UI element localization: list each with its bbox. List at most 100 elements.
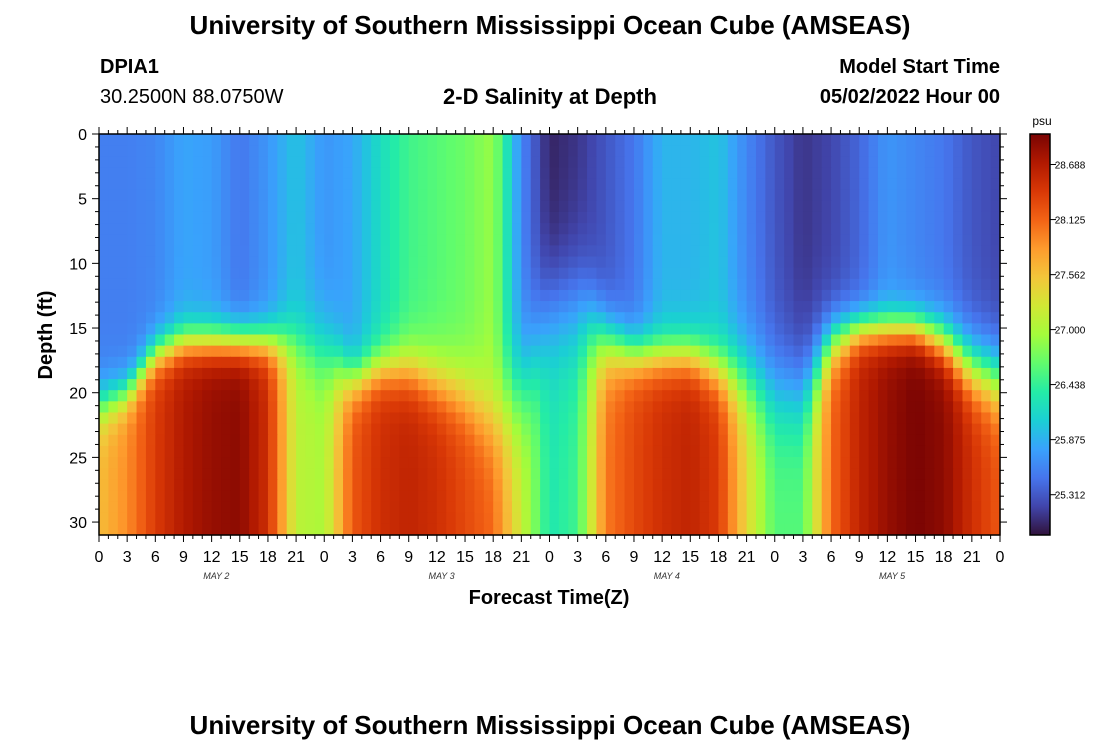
heatmap-cell bbox=[924, 479, 935, 492]
heatmap-cell bbox=[709, 267, 720, 280]
heatmap-cell bbox=[840, 501, 851, 514]
heatmap-cell bbox=[183, 434, 194, 447]
heatmap-cell bbox=[418, 178, 429, 191]
heatmap-cell bbox=[117, 367, 128, 380]
heatmap-cell bbox=[540, 145, 551, 157]
heatmap-cell bbox=[587, 345, 598, 358]
heatmap-cell bbox=[446, 367, 457, 380]
heatmap-cell bbox=[371, 178, 382, 191]
heatmap-cell bbox=[493, 178, 504, 191]
heatmap-cell bbox=[99, 301, 109, 313]
heatmap-cell bbox=[943, 245, 954, 258]
heatmap-cell bbox=[314, 434, 325, 447]
heatmap-cell bbox=[652, 189, 663, 202]
heatmap-cell bbox=[934, 457, 945, 469]
heatmap-cell bbox=[849, 211, 860, 224]
heatmap-cell bbox=[155, 490, 166, 503]
heatmap-cell bbox=[286, 323, 297, 336]
heatmap-cell bbox=[953, 390, 964, 402]
heatmap-cell bbox=[267, 512, 278, 525]
heatmap-cell bbox=[221, 457, 231, 469]
heatmap-cell bbox=[924, 523, 935, 536]
heatmap-cell bbox=[333, 367, 344, 380]
heatmap-cell bbox=[577, 468, 588, 480]
heatmap-cell bbox=[493, 334, 504, 347]
heatmap-cell bbox=[549, 178, 560, 191]
heatmap-cell bbox=[521, 390, 532, 402]
heatmap-cell bbox=[680, 367, 691, 380]
heatmap-cell bbox=[605, 234, 616, 246]
heatmap-cell bbox=[446, 523, 457, 536]
heatmap-cell bbox=[943, 234, 954, 246]
heatmap-cell bbox=[183, 390, 194, 402]
heatmap-cell bbox=[230, 490, 241, 503]
heatmap-cell bbox=[127, 178, 138, 191]
heatmap-cell bbox=[971, 289, 982, 302]
heatmap-cell bbox=[784, 434, 795, 447]
heatmap-cell bbox=[249, 278, 260, 291]
heatmap-cell bbox=[596, 134, 607, 146]
heatmap-cell bbox=[896, 356, 907, 369]
heatmap-cell bbox=[239, 468, 250, 480]
heatmap-cell bbox=[934, 468, 945, 480]
heatmap-cell bbox=[493, 423, 504, 436]
heatmap-cell bbox=[192, 200, 203, 213]
heatmap-cell bbox=[605, 523, 616, 536]
heatmap-cell bbox=[662, 423, 673, 436]
heatmap-cell bbox=[108, 412, 119, 425]
heatmap-cell bbox=[418, 245, 429, 258]
heatmap-cell bbox=[793, 434, 804, 447]
heatmap-cell bbox=[343, 334, 354, 347]
heatmap-cell bbox=[906, 412, 917, 425]
heatmap-cell bbox=[427, 301, 438, 313]
heatmap-cell bbox=[211, 200, 222, 213]
heatmap-cell bbox=[671, 401, 682, 414]
heatmap-cell bbox=[202, 501, 213, 514]
heatmap-cell bbox=[990, 401, 1001, 414]
heatmap-cell bbox=[868, 434, 879, 447]
heatmap-cell bbox=[831, 390, 842, 402]
heatmap-cell bbox=[99, 323, 109, 336]
heatmap-cell bbox=[840, 367, 851, 380]
heatmap-cell bbox=[990, 479, 1001, 492]
heatmap-cell bbox=[924, 423, 935, 436]
heatmap-cell bbox=[765, 501, 776, 514]
heatmap-cell bbox=[802, 367, 813, 380]
heatmap-cell bbox=[286, 468, 297, 480]
heatmap-cell bbox=[127, 512, 138, 525]
heatmap-cell bbox=[718, 434, 729, 447]
heatmap-cell bbox=[709, 323, 720, 336]
heatmap-cell bbox=[709, 167, 720, 180]
heatmap-cell bbox=[615, 434, 626, 447]
heatmap-cell bbox=[596, 234, 607, 246]
heatmap-cell bbox=[849, 412, 860, 425]
heatmap-cell bbox=[877, 345, 888, 358]
heatmap-cell bbox=[662, 156, 673, 169]
heatmap-cell bbox=[652, 390, 663, 402]
heatmap-cell bbox=[352, 512, 363, 525]
heatmap-cell bbox=[577, 223, 588, 235]
heatmap-cell bbox=[784, 412, 795, 425]
heatmap-cell bbox=[436, 390, 447, 402]
heatmap-cell bbox=[408, 412, 419, 425]
heatmap-cell bbox=[727, 312, 738, 324]
heatmap-cell bbox=[511, 178, 522, 191]
heatmap-cell bbox=[868, 267, 879, 280]
heatmap-cell bbox=[643, 434, 654, 447]
heatmap-cell bbox=[145, 301, 156, 313]
heatmap-cell bbox=[361, 468, 372, 480]
heatmap-cell bbox=[662, 412, 673, 425]
heatmap-cell bbox=[755, 512, 766, 525]
heatmap-cell bbox=[718, 356, 729, 369]
heatmap-cell bbox=[474, 234, 485, 246]
heatmap-cell bbox=[465, 312, 476, 324]
heatmap-cell bbox=[784, 379, 795, 391]
heatmap-cell bbox=[511, 301, 522, 313]
heatmap-cell bbox=[277, 423, 288, 436]
heatmap-cell bbox=[511, 256, 522, 269]
heatmap-cell bbox=[221, 379, 231, 391]
heatmap-cell bbox=[737, 501, 748, 514]
heatmap-cell bbox=[286, 189, 297, 202]
heatmap-cell bbox=[896, 234, 907, 246]
heatmap-cell bbox=[436, 278, 447, 291]
